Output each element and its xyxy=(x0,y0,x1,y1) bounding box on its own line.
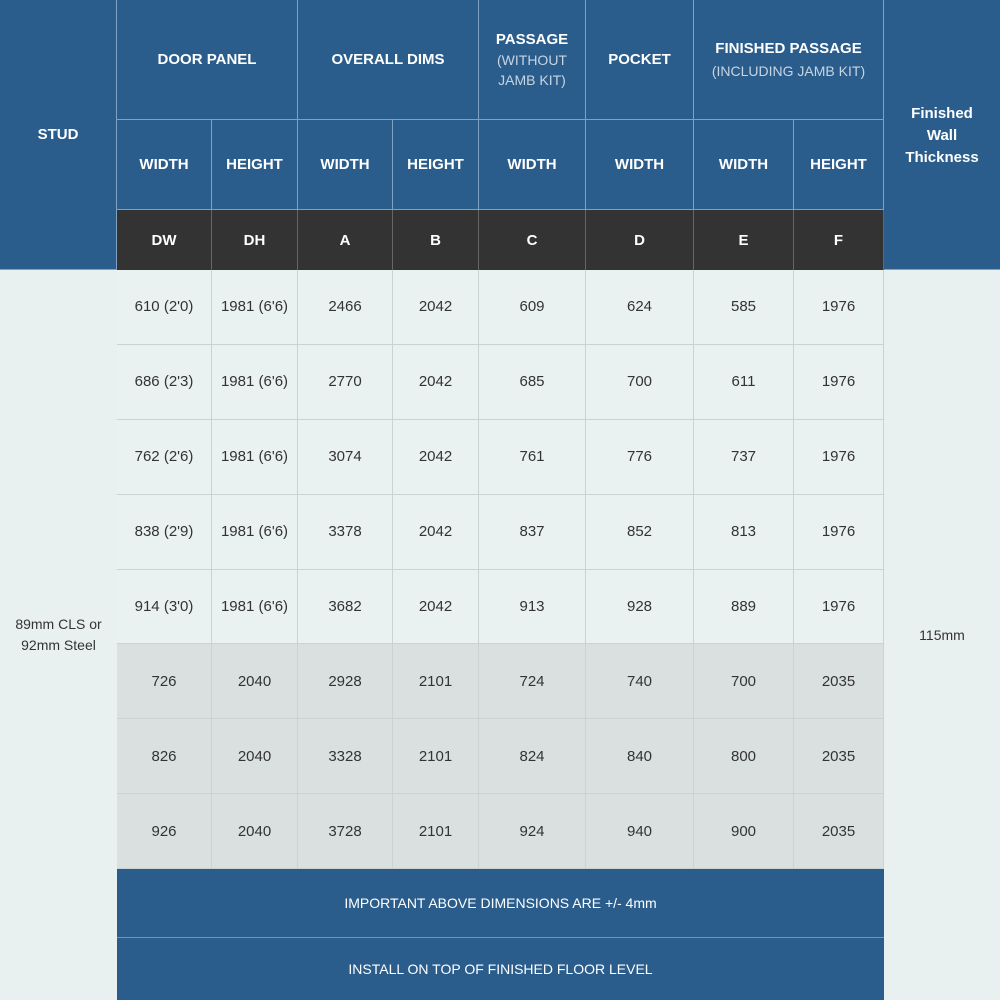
sub-column-header: WIDTH xyxy=(586,120,694,210)
table-cell: 2040 xyxy=(212,644,298,720)
table-cell: 838 (2'9) xyxy=(117,494,212,570)
table-cell: 837 xyxy=(479,494,586,570)
table-cell: 3682 xyxy=(298,569,393,645)
table-cell: 926 xyxy=(117,794,212,869)
passage-subtitle: (WITHOUT JAMB KIT) xyxy=(497,51,567,88)
sub-column-header: HEIGHT xyxy=(794,120,884,210)
table-cell: 913 xyxy=(479,569,586,645)
table-cell: 686 (2'3) xyxy=(117,344,212,420)
table-cell: 852 xyxy=(586,494,694,570)
sub-column-header: WIDTH xyxy=(298,120,393,210)
table-cell: 2040 xyxy=(212,719,298,795)
table-cell: 611 xyxy=(694,344,794,420)
finished-passage-title: FINISHED PASSAGE xyxy=(715,39,862,57)
table-cell: 726 xyxy=(117,644,212,720)
install-note: INSTALL ON TOP OF FINISHED FLOOR LEVEL xyxy=(117,938,884,1000)
table-cell: 3074 xyxy=(298,419,393,495)
table-cell: 2042 xyxy=(393,419,479,495)
table-cell: 3728 xyxy=(298,794,393,869)
table-cell: 2466 xyxy=(298,270,393,345)
dimension-code: A xyxy=(298,210,393,270)
table-cell: 928 xyxy=(586,569,694,645)
finished-wall-thickness-header: Finished Wall Thickness xyxy=(884,0,1000,270)
table-cell: 1976 xyxy=(794,569,884,645)
table-cell: 2770 xyxy=(298,344,393,420)
dimension-code: DW xyxy=(117,210,212,270)
table-cell: 2101 xyxy=(393,794,479,869)
table-cell: 2035 xyxy=(794,644,884,720)
table-cell: 685 xyxy=(479,344,586,420)
table-cell: 889 xyxy=(694,569,794,645)
table-cell: 2042 xyxy=(393,344,479,420)
table-cell: 924 xyxy=(479,794,586,869)
table-cell: 800 xyxy=(694,719,794,795)
finished-passage-header: FINISHED PASSAGE (INCLUDING JAMB KIT) xyxy=(694,0,884,120)
table-cell: 3328 xyxy=(298,719,393,795)
table-cell: 2035 xyxy=(794,719,884,795)
table-cell: 3378 xyxy=(298,494,393,570)
sub-column-header: WIDTH xyxy=(479,120,586,210)
table-cell: 2042 xyxy=(393,270,479,345)
table-cell: 824 xyxy=(479,719,586,795)
dimension-code: C xyxy=(479,210,586,270)
table-cell: 1981 (6'6) xyxy=(212,344,298,420)
table-cell: 1976 xyxy=(794,419,884,495)
tolerance-note: IMPORTANT ABOVE DIMENSIONS ARE +/- 4mm xyxy=(117,869,884,938)
overall-dims-header: OVERALL DIMS xyxy=(298,0,479,120)
table-cell: 1981 (6'6) xyxy=(212,270,298,345)
dimension-code: B xyxy=(393,210,479,270)
door-panel-header: DOOR PANEL xyxy=(117,0,298,120)
table-cell: 624 xyxy=(586,270,694,345)
table-cell: 1976 xyxy=(794,494,884,570)
sub-column-header: HEIGHT xyxy=(393,120,479,210)
table-cell: 2042 xyxy=(393,569,479,645)
table-cell: 761 xyxy=(479,419,586,495)
table-cell: 1981 (6'6) xyxy=(212,569,298,645)
table-cell: 813 xyxy=(694,494,794,570)
stud-value: 89mm CLS or 92mm Steel xyxy=(15,616,102,653)
table-cell: 700 xyxy=(694,644,794,720)
passage-title: PASSAGE xyxy=(495,30,569,48)
sub-column-header: WIDTH xyxy=(117,120,212,210)
table-cell: 737 xyxy=(694,419,794,495)
table-cell: 610 (2'0) xyxy=(117,270,212,345)
sub-column-header: WIDTH xyxy=(694,120,794,210)
table-cell: 776 xyxy=(586,419,694,495)
stud-header: STUD xyxy=(0,0,117,270)
dimension-code: E xyxy=(694,210,794,270)
passage-header: PASSAGE (WITHOUT JAMB KIT) xyxy=(479,0,586,120)
table-cell: 826 xyxy=(117,719,212,795)
table-cell: 762 (2'6) xyxy=(117,419,212,495)
table-cell: 2035 xyxy=(794,794,884,869)
dimension-code: D xyxy=(586,210,694,270)
table-cell: 1976 xyxy=(794,344,884,420)
table-cell: 840 xyxy=(586,719,694,795)
wall-thickness-value: 115mm xyxy=(919,626,965,643)
table-cell: 1981 (6'6) xyxy=(212,494,298,570)
table-cell: 900 xyxy=(694,794,794,869)
table-cell: 724 xyxy=(479,644,586,720)
sub-column-header: HEIGHT xyxy=(212,120,298,210)
table-cell: 740 xyxy=(586,644,694,720)
table-cell: 2040 xyxy=(212,794,298,869)
table-cell: 1981 (6'6) xyxy=(212,419,298,495)
table-cell: 700 xyxy=(586,344,694,420)
dimension-code: F xyxy=(794,210,884,270)
table-cell: 940 xyxy=(586,794,694,869)
table-cell: 1976 xyxy=(794,270,884,345)
table-cell: 2042 xyxy=(393,494,479,570)
table-cell: 2101 xyxy=(393,719,479,795)
table-cell: 2101 xyxy=(393,644,479,720)
pocket-header: POCKET xyxy=(586,0,694,120)
table-cell: 914 (3'0) xyxy=(117,569,212,645)
finished-passage-subtitle: (INCLUDING JAMB KIT) xyxy=(711,62,866,79)
dimension-code: DH xyxy=(212,210,298,270)
table-cell: 2928 xyxy=(298,644,393,720)
table-cell: 609 xyxy=(479,270,586,345)
table-cell: 585 xyxy=(694,270,794,345)
